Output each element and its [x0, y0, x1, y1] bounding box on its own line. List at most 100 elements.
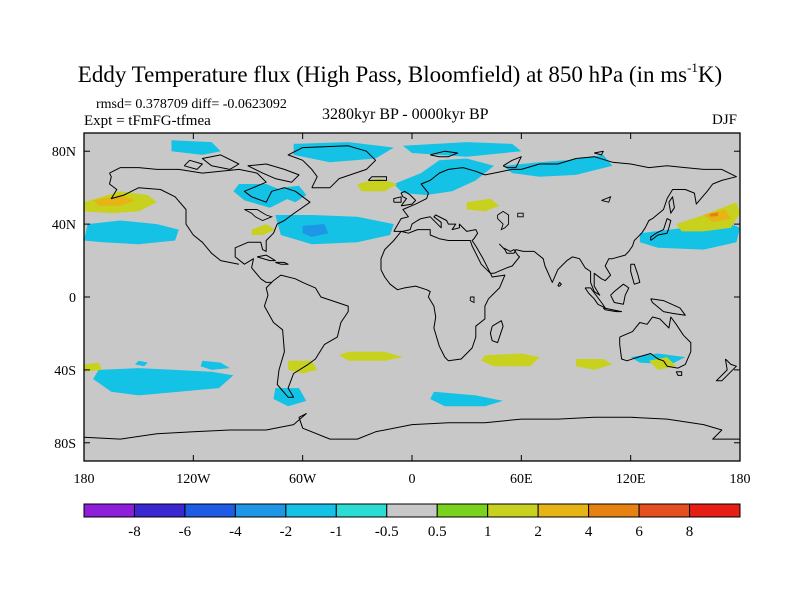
x-tick-label: 120W	[176, 472, 211, 487]
coastline	[109, 172, 239, 265]
colorbar-label: 6	[635, 524, 643, 540]
anomaly-region	[639, 224, 740, 250]
coastline	[610, 283, 630, 305]
anomaly-region	[481, 353, 540, 367]
colorbar-box	[285, 503, 337, 518]
coastline	[247, 163, 300, 183]
colorbar-box	[386, 503, 438, 518]
coastline	[557, 281, 562, 287]
colorbar-box	[588, 503, 640, 518]
colorbar-box	[133, 503, 186, 518]
anomaly-region	[393, 158, 494, 195]
coastline	[201, 154, 240, 170]
coastline	[256, 254, 276, 262]
colorbar-box	[689, 503, 741, 518]
anomaly-region	[357, 178, 398, 192]
colorbar-box	[436, 503, 489, 518]
coastline	[367, 176, 387, 181]
colorbar-label: -2	[280, 524, 293, 540]
axes-layer: 180 120W 60W 0 60E 120E 180 80N 40N 0 40S 80S	[52, 133, 751, 487]
colorbar-label: -0.5	[375, 524, 399, 540]
lake-outline	[601, 196, 612, 203]
anomaly-region	[200, 360, 230, 370]
anomaly-region	[251, 224, 276, 235]
anomaly-region	[466, 198, 500, 212]
colorbar-box	[184, 503, 236, 518]
colorbar-box	[487, 503, 539, 518]
y-tick-label: 40N	[52, 218, 76, 233]
coastline	[594, 150, 604, 156]
x-tick-label: 60W	[289, 472, 317, 487]
coastline-layer	[84, 145, 740, 440]
coastline	[668, 196, 675, 214]
coastline	[183, 159, 203, 170]
anomaly-region	[171, 140, 221, 155]
lake-outline	[244, 209, 274, 221]
colorbar-label: 4	[585, 524, 593, 540]
coastline	[275, 261, 289, 265]
anomaly-region	[93, 368, 234, 396]
colorbar-box	[537, 503, 590, 518]
colorbar-box	[335, 503, 388, 518]
stats-label: rmsd= 0.378709 diff= -0.0623092	[96, 97, 287, 112]
coastline	[650, 298, 686, 316]
coastline	[619, 316, 692, 369]
colorbar-label: -6	[179, 524, 192, 540]
coastline	[380, 229, 506, 362]
colorbar-box	[234, 503, 287, 518]
anomaly-region	[280, 185, 307, 203]
anomaly-region	[93, 195, 135, 206]
anomaly-region	[430, 391, 504, 407]
colorbar-label: -1	[330, 524, 343, 540]
coastline	[84, 413, 740, 440]
coastline	[430, 150, 459, 158]
anomaly-region	[302, 224, 329, 237]
x-tick-label: 120E	[616, 472, 646, 487]
experiment-label: Expt = tFmFG-tfmea	[84, 113, 211, 129]
lake-outline	[469, 296, 475, 304]
colorbar-box	[638, 503, 691, 518]
coastline	[400, 190, 417, 207]
anomaly-region	[503, 154, 613, 177]
colorbar-label: -4	[229, 524, 242, 540]
coastline	[602, 307, 623, 313]
period-label: 3280kyr BP - 0000kyr BP	[322, 106, 489, 123]
anomaly-region	[275, 215, 394, 245]
y-tick-label: 80N	[52, 145, 76, 160]
coastline	[650, 218, 672, 241]
lake-outline	[497, 210, 510, 231]
season-label: DJF	[712, 112, 738, 128]
x-tick-label: 180	[730, 472, 751, 487]
y-tick-label: 80S	[54, 437, 76, 452]
colorbar-label: 0.5	[428, 524, 447, 540]
anomaly-region	[709, 212, 719, 217]
coastline	[502, 156, 522, 169]
anomaly-region	[339, 351, 403, 361]
colorbar-label: -8	[128, 524, 141, 540]
anomaly-region	[576, 359, 613, 370]
coastline	[715, 358, 737, 382]
anomaly-region	[135, 360, 148, 367]
coastline	[675, 371, 683, 376]
anomaly-region	[84, 220, 179, 245]
coastline	[630, 263, 641, 285]
colorbar-label: 2	[534, 524, 542, 540]
map-title: Eddy Temperature flux (High Pass, Bloomf…	[77, 60, 723, 87]
coastline	[287, 145, 377, 189]
anomaly-region	[402, 142, 522, 157]
x-tick-label: 0	[409, 472, 416, 487]
y-tick-label: 0	[69, 291, 76, 306]
colorbar-label: 1	[484, 524, 492, 540]
coastline	[489, 320, 504, 344]
coastline	[393, 196, 402, 203]
y-tick-label: 40S	[54, 364, 76, 379]
lake-outline	[517, 212, 524, 218]
colorbar: -8 -6 -4 -2 -1 -0.5 0.5 1 2 4 6 8	[83, 503, 741, 540]
colorbar-box	[83, 503, 135, 518]
coastline	[109, 167, 349, 398]
x-tick-label: 180	[74, 472, 95, 487]
colorbar-label: 8	[686, 524, 694, 540]
coastline	[584, 287, 606, 309]
x-tick-label: 60E	[510, 472, 533, 487]
